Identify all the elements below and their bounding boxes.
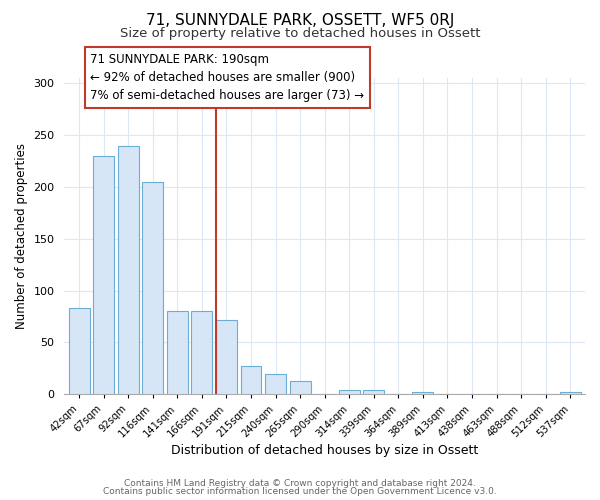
Bar (69, 308, 89, 394)
Bar (339, 390, 359, 394)
Bar (118, 146, 139, 394)
Bar (265, 374, 286, 394)
Text: Contains public sector information licensed under the Open Government Licence v3: Contains public sector information licen… (103, 487, 497, 496)
Text: 71 SUNNYDALE PARK: 190sqm
← 92% of detached houses are smaller (900)
7% of semi-: 71 SUNNYDALE PARK: 190sqm ← 92% of detac… (91, 53, 365, 102)
Bar (560, 392, 581, 394)
X-axis label: Distribution of detached houses by size in Ossett: Distribution of detached houses by size … (171, 444, 478, 458)
Text: Contains HM Land Registry data © Crown copyright and database right 2024.: Contains HM Land Registry data © Crown c… (124, 478, 476, 488)
Bar (93, 156, 114, 394)
Y-axis label: Number of detached properties: Number of detached properties (15, 144, 28, 330)
Bar (216, 320, 237, 394)
Bar (364, 390, 384, 394)
Text: Size of property relative to detached houses in Ossett: Size of property relative to detached ho… (120, 28, 480, 40)
Bar (241, 366, 262, 394)
Bar (191, 312, 212, 394)
Bar (290, 381, 311, 394)
Bar (167, 312, 188, 394)
Bar (412, 392, 433, 394)
Bar (142, 182, 163, 394)
Text: 71, SUNNYDALE PARK, OSSETT, WF5 0RJ: 71, SUNNYDALE PARK, OSSETT, WF5 0RJ (146, 12, 454, 28)
